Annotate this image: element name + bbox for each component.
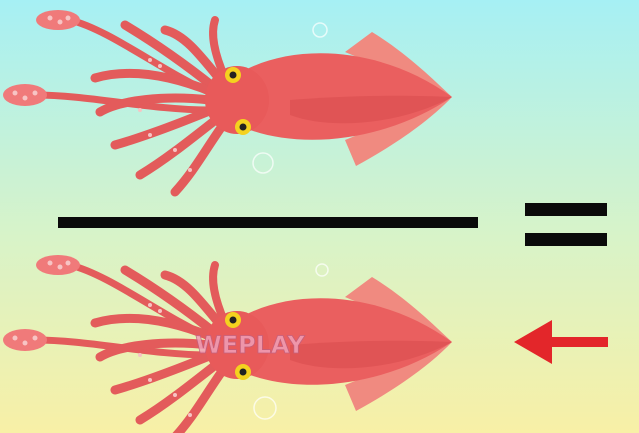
- watermark: WEPLAY: [195, 331, 305, 359]
- equals-bar: [525, 203, 607, 216]
- arrow-head: [514, 320, 552, 364]
- divider-line: [58, 217, 478, 228]
- equals-bar: [525, 233, 607, 246]
- arrow-shaft: [540, 337, 608, 347]
